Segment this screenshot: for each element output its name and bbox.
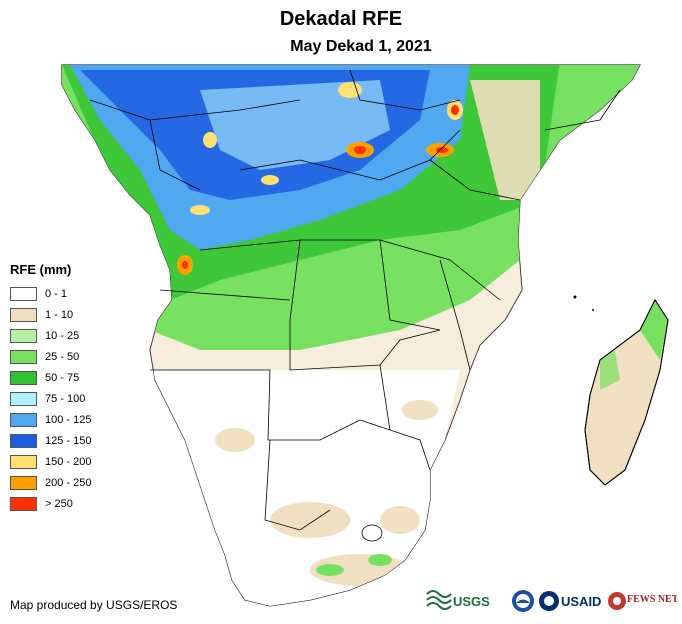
legend-swatch [10,349,37,364]
legend-swatch [10,286,37,301]
svg-text:FEWS NET: FEWS NET [627,594,677,605]
legend-item: 25 - 50 [10,346,91,367]
map-credit: Map produced by USGS/EROS [10,598,178,612]
legend-swatch [10,454,37,469]
legend-item: 10 - 25 [10,325,91,346]
legend-title: RFE (mm) [10,262,72,277]
legend-item: 125 - 150 [10,430,91,451]
legend-item: 0 - 1 [10,283,91,304]
legend-item: 75 - 100 [10,388,91,409]
legend-swatch [10,412,37,427]
noaa-logo [512,590,534,612]
legend-item: 50 - 75 [10,367,91,388]
legend-item: 200 - 250 [10,472,91,493]
fewsnet-logo: FEWS NET [608,592,677,610]
legend-item: 150 - 200 [10,451,91,472]
legend-swatch [10,496,37,511]
legend-item: > 250 [10,493,91,514]
legend-item: 1 - 10 [10,304,91,325]
map-legend: RFE (mm) 0 - 1 1 - 10 10 - 25 25 - 50 50… [10,262,91,514]
usgs-logo: USGS [426,590,490,610]
legend-swatch [10,328,37,343]
legend-swatch [10,433,37,448]
legend-swatch [10,370,37,385]
legend-item: 100 - 125 [10,409,91,430]
svg-text:USGS: USGS [453,594,490,609]
svg-text:USAID: USAID [561,594,601,609]
legend-swatch [10,391,37,406]
map-title: Dekadal RFE [279,8,403,30]
usaid-logo: USAID [539,591,601,611]
legend-swatch [10,307,37,322]
map-subtitle: May Dekad 1, 2021 [290,38,432,55]
legend-swatch [10,475,37,490]
agency-logos: USGS USAID FEWS NET [426,590,677,612]
